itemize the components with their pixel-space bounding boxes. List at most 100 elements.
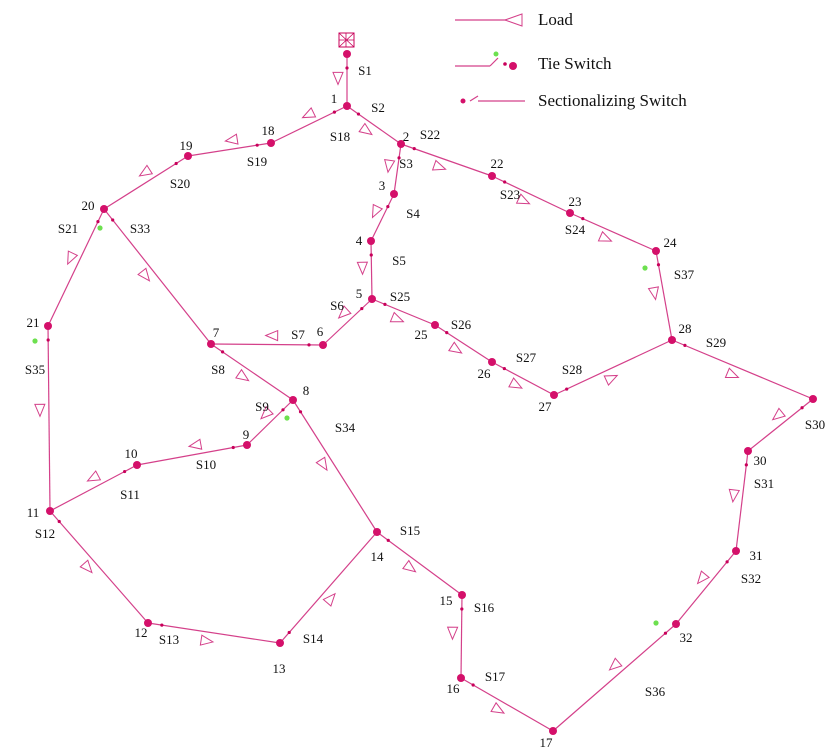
- branch: [147, 622, 281, 644]
- branch: [434, 324, 493, 363]
- node: [44, 322, 52, 330]
- branch: [553, 339, 673, 396]
- switch-contact: [220, 350, 225, 354]
- switch-label: S11: [120, 487, 140, 502]
- legend-load-icon: [503, 13, 523, 27]
- node-label: 16: [447, 681, 461, 696]
- node: [243, 441, 251, 449]
- node: [457, 674, 465, 682]
- source-node: [343, 50, 351, 58]
- node-label: 22: [491, 156, 504, 171]
- node-label: 11: [27, 505, 40, 520]
- node: [431, 321, 439, 329]
- node: [668, 336, 676, 344]
- switch-contact: [281, 408, 285, 412]
- node: [732, 547, 740, 555]
- node: [319, 341, 327, 349]
- switch-contact: [383, 302, 387, 306]
- switch-contact: [356, 112, 361, 116]
- switch-label: S23: [500, 187, 520, 202]
- switch-label: S15: [400, 523, 420, 538]
- node: [207, 340, 215, 348]
- node-label: 27: [539, 399, 553, 414]
- switch-contact: [412, 147, 416, 151]
- switch-label: S4: [406, 206, 420, 221]
- node: [488, 358, 496, 366]
- load-icon: [315, 456, 328, 472]
- node: [289, 396, 297, 404]
- switch-label: S37: [674, 267, 695, 282]
- node: [184, 152, 192, 160]
- load-icon: [224, 133, 239, 145]
- load-icon: [86, 470, 102, 482]
- load-icon: [490, 701, 506, 714]
- node-label: 31: [750, 548, 763, 563]
- node: [373, 528, 381, 536]
- switch-label: S16: [474, 600, 495, 615]
- branch: [393, 143, 402, 195]
- switch-label: S32: [741, 571, 761, 586]
- node-label: 8: [303, 383, 310, 398]
- branch: [136, 444, 248, 466]
- switch-label: S36: [645, 684, 666, 699]
- switch-label: S28: [562, 362, 582, 377]
- switch-label: S12: [35, 526, 55, 541]
- switch-contact: [57, 519, 61, 524]
- branch: [292, 399, 378, 533]
- node-label: 15: [440, 593, 453, 608]
- load-icon: [79, 559, 93, 574]
- load-icon: [322, 592, 336, 607]
- node: [133, 461, 141, 469]
- legend-text: Load: [538, 10, 573, 29]
- branch: [210, 343, 324, 346]
- load-icon: [301, 106, 317, 119]
- node-label: 28: [679, 321, 692, 336]
- node-label: 14: [371, 549, 385, 564]
- node: [566, 209, 574, 217]
- node: [397, 140, 405, 148]
- load-icon: [34, 403, 46, 418]
- node-label: 3: [379, 178, 386, 193]
- node-label: 26: [478, 366, 492, 381]
- load-icon: [67, 250, 79, 266]
- load-icon: [137, 267, 151, 282]
- legend-switch-icon: [489, 57, 499, 67]
- switch-contact: [307, 343, 311, 347]
- switch-contact: [255, 143, 259, 147]
- source: [338, 32, 355, 48]
- switch-contact: [800, 406, 804, 410]
- switch-contact: [683, 343, 687, 348]
- switch-label: S1: [358, 63, 372, 78]
- node-label: 6: [317, 324, 324, 339]
- switch-label: S34: [335, 420, 356, 435]
- switch-contact: [471, 683, 475, 687]
- switch-label: S17: [485, 669, 506, 684]
- switch-contact: [656, 263, 661, 267]
- legend-switch-icon: [469, 95, 479, 102]
- node-label: 24: [664, 235, 678, 250]
- node-label: 19: [180, 138, 193, 153]
- node-label: 17: [540, 735, 554, 750]
- node-label: 2: [403, 129, 410, 144]
- load-icon: [138, 164, 154, 177]
- switch-contact: [287, 630, 291, 635]
- branch: [569, 212, 657, 252]
- branch: [246, 399, 294, 446]
- node-label: 21: [27, 315, 40, 330]
- node-label: 18: [262, 123, 275, 138]
- legend-tie-dot: [493, 51, 499, 57]
- switch-contact: [386, 204, 390, 209]
- node-label: 1: [331, 91, 338, 106]
- switch-label: S14: [303, 631, 324, 646]
- node: [343, 102, 351, 110]
- load-icon: [389, 311, 405, 323]
- node: [276, 639, 284, 647]
- legend: Load Tie Switch Sectionalizing Switch: [455, 10, 687, 110]
- switch-contact: [332, 110, 337, 114]
- legend-text: Tie Switch: [538, 54, 612, 73]
- node: [100, 205, 108, 213]
- switch-label: S13: [159, 632, 179, 647]
- node: [267, 139, 275, 147]
- branch: [49, 464, 138, 512]
